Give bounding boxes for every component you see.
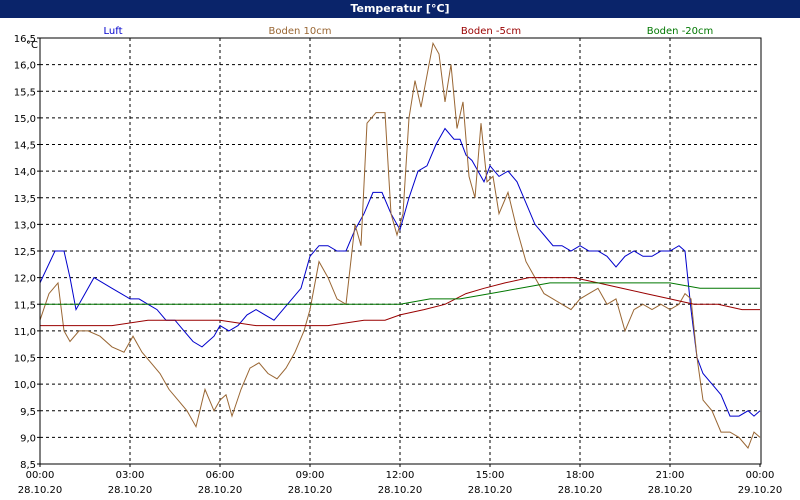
y-tick-label: 11,0 <box>14 327 36 338</box>
axis-ticks: 8,5 9,0 9,5 10,0 10,5 11,0 11,5 12,0 12,5 13,0 13,… <box>14 34 783 496</box>
x-tick-date: 28.10.20 <box>108 485 153 496</box>
y-tick-label: 12,5 <box>14 247 36 258</box>
y-tick-label: 9,5 <box>20 407 36 418</box>
y-axis-unit: °C <box>26 40 38 51</box>
x-tick-time: 03:00 <box>116 470 145 481</box>
y-tick-label: 8,5 <box>20 460 36 471</box>
y-tick-label: 13,0 <box>14 220 36 231</box>
x-tick-date: 28.10.20 <box>558 485 603 496</box>
plot-frame <box>39 37 762 465</box>
y-tick-label: 14,5 <box>14 141 36 152</box>
legend-boden-20cm: Boden -20cm <box>647 26 714 37</box>
x-tick-date: 28.10.20 <box>468 485 513 496</box>
y-tick-label: 9,0 <box>20 433 36 444</box>
series-line-boden-10cm <box>39 41 761 449</box>
y-tick-label: 11,5 <box>14 300 36 311</box>
x-tick-time: 09:00 <box>296 470 325 481</box>
y-tick-label: 10,5 <box>14 354 36 365</box>
y-tick-label: 16,0 <box>14 61 36 72</box>
y-tick-label: 15,0 <box>14 114 36 125</box>
x-tick-time: 18:00 <box>566 470 595 481</box>
y-tick-label: 15,5 <box>14 87 36 98</box>
series-line-boden-20cm <box>40 282 760 305</box>
x-tick-time: 21:00 <box>656 470 685 481</box>
x-tick-date: 28.10.20 <box>198 485 243 496</box>
y-tick-label: 14,0 <box>14 167 36 178</box>
legend-boden-10cm: Boden 10cm <box>269 26 332 37</box>
y-tick-label: 13,5 <box>14 194 36 205</box>
legend-luft: Luft <box>104 26 123 37</box>
x-tick-date: 29.10.20 <box>738 485 783 496</box>
y-tick-label: 12,0 <box>14 274 36 285</box>
series-lines <box>39 41 761 449</box>
x-tick-time: 15:00 <box>476 470 505 481</box>
temperature-chart: Luft Boden 10cm Boden -5cm Boden -20cm °… <box>0 18 800 500</box>
x-tick-time: 06:00 <box>206 470 235 481</box>
chart-background <box>0 18 800 500</box>
legend: Luft Boden 10cm Boden -5cm Boden -20cm <box>104 26 714 37</box>
x-tick-date: 28.10.20 <box>378 485 423 496</box>
legend-boden-5cm: Boden -5cm <box>461 26 521 37</box>
y-tick-label: 10,0 <box>14 380 36 391</box>
x-tick-time: 00:00 <box>746 470 775 481</box>
chart-title: Temperatur [°C] <box>0 0 800 18</box>
x-tick-time: 12:00 <box>386 470 415 481</box>
x-tick-time: 00:00 <box>26 470 55 481</box>
y-tick-label: 16,5 <box>14 34 36 45</box>
x-tick-date: 28.10.20 <box>288 485 333 496</box>
x-tick-date: 28.10.20 <box>648 485 693 496</box>
x-tick-date: 28.10.20 <box>18 485 63 496</box>
